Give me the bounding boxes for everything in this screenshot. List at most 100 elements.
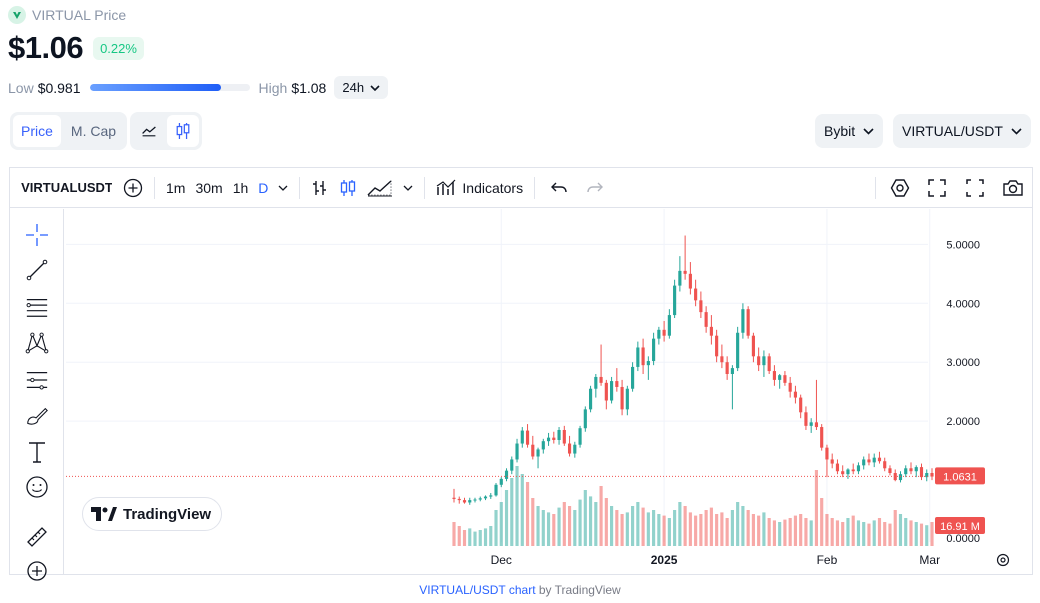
candle-body — [704, 312, 708, 327]
candle-body — [930, 473, 934, 477]
zoom-in-icon[interactable] — [20, 555, 54, 587]
interval-1m[interactable]: 1m — [166, 179, 186, 196]
axis-settings-icon-inner — [1000, 557, 1006, 563]
volume-bar — [531, 498, 535, 546]
emoji-icon[interactable] — [20, 471, 54, 503]
symbol-search[interactable]: VIRTUALUSDT — [10, 173, 112, 203]
virtual-logo-icon — [8, 6, 26, 24]
brush-icon[interactable] — [20, 400, 54, 432]
volume-bar — [898, 514, 903, 546]
volume-bar — [631, 506, 635, 546]
settings-button[interactable] — [882, 173, 918, 203]
volume-bar — [772, 520, 776, 546]
volume-bar — [567, 506, 572, 546]
line-chart-icon[interactable] — [133, 115, 165, 147]
volume-bar — [594, 502, 598, 546]
volume-bar — [820, 498, 824, 546]
tradingview-logo[interactable]: TradingView — [82, 497, 223, 531]
candlestick-icon[interactable] — [167, 115, 199, 147]
volume-bar — [462, 530, 467, 546]
range-period-select[interactable]: 24h — [334, 76, 389, 99]
indicators-button[interactable]: Indicators — [431, 173, 528, 203]
chevron-down-icon — [1011, 127, 1022, 135]
volume-bar — [678, 502, 682, 546]
volume-bar — [615, 510, 619, 546]
volume-bar — [483, 528, 488, 546]
candles-style-button[interactable] — [334, 173, 362, 203]
add-circle-icon — [123, 178, 143, 197]
redo-button[interactable] — [577, 173, 613, 203]
candle-body — [709, 326, 713, 336]
area-style-button[interactable] — [362, 173, 398, 203]
volume-bar — [546, 512, 551, 546]
candlestick-chart[interactable]: 5.0000 4.0000 3.0000 2.0000 0.0000 Dec 2025 Feb… — [66, 209, 1032, 574]
tab-price[interactable]: Price — [13, 115, 61, 147]
candle-body — [877, 457, 882, 462]
candle-body — [741, 309, 745, 333]
interval-1h[interactable]: 1h — [232, 179, 249, 196]
fullscreen-button[interactable] — [918, 173, 956, 203]
trend-line-icon[interactable] — [20, 254, 54, 286]
volume-bar — [662, 515, 666, 546]
x-tick-label: Feb — [817, 553, 838, 567]
measure-lines-icon[interactable] — [20, 364, 54, 396]
chart-style-dropdown[interactable] — [398, 173, 418, 203]
volume-bar — [557, 507, 561, 546]
tab-market-cap[interactable]: M. Cap — [70, 123, 117, 139]
candle-body — [746, 309, 750, 336]
x-tick-label: 2025 — [651, 553, 678, 567]
volume-bar — [578, 499, 582, 546]
fib-levels-icon[interactable] — [20, 291, 54, 323]
camera-icon — [1003, 179, 1023, 196]
candle-body — [694, 288, 698, 301]
candle-body — [872, 457, 876, 463]
candle-body — [804, 412, 808, 426]
volume-bar — [583, 490, 587, 546]
candle-body — [762, 356, 766, 366]
volume-bar — [778, 522, 782, 546]
volume-bar — [725, 518, 729, 546]
candle-body — [468, 500, 472, 503]
candle-body — [772, 371, 776, 380]
tv-chart-area[interactable]: 5.0000 4.0000 3.0000 2.0000 0.0000 Dec 2025 Feb… — [66, 209, 1032, 574]
expand-button[interactable] — [956, 173, 994, 203]
candle-body — [573, 444, 577, 454]
snapshot-button[interactable] — [994, 173, 1032, 203]
volume-bar — [830, 518, 834, 546]
pattern-icon[interactable] — [20, 327, 54, 359]
fullscreen-icon — [928, 178, 946, 197]
chevron-down-icon — [403, 185, 413, 191]
candle-body — [510, 459, 514, 471]
interval-d[interactable]: D — [258, 179, 269, 196]
expand-icon — [966, 178, 984, 197]
candle-body — [835, 463, 840, 472]
undo-button[interactable] — [541, 173, 577, 203]
candle-body — [667, 315, 671, 336]
candle-body — [767, 356, 771, 372]
text-icon[interactable] — [20, 436, 54, 468]
attribution-link[interactable]: VIRTUAL/USDT chart — [419, 583, 536, 597]
candle-body — [809, 422, 813, 426]
volume-bar — [825, 514, 829, 546]
exchange-select[interactable]: Bybit — [815, 114, 884, 148]
pair-select[interactable]: VIRTUAL/USDT — [893, 114, 1031, 148]
crosshair-icon[interactable] — [20, 219, 54, 251]
separator — [154, 176, 155, 199]
low-value: $0.981 — [37, 79, 81, 96]
area-chart-icon — [367, 179, 393, 196]
volume-bar — [914, 522, 918, 546]
volume-bar — [925, 525, 929, 546]
candle-body — [599, 376, 603, 383]
volume-bar — [562, 502, 566, 546]
bars-icon — [313, 180, 327, 195]
indicators-label: Indicators — [462, 179, 524, 196]
ruler-icon[interactable] — [20, 521, 54, 553]
chart-style-toggle — [130, 112, 202, 150]
interval-30m[interactable]: 30m — [195, 179, 223, 196]
bar-chart-style-button[interactable] — [306, 173, 334, 203]
high-label: High — [258, 79, 288, 96]
compare-add-button[interactable] — [118, 173, 148, 203]
attribution-text: by TradingView — [535, 583, 621, 597]
interval-dropdown[interactable] — [273, 173, 293, 203]
tradingview-widget: VIRTUALUSDT 1m 30m 1h D Indicators — [9, 167, 1033, 581]
